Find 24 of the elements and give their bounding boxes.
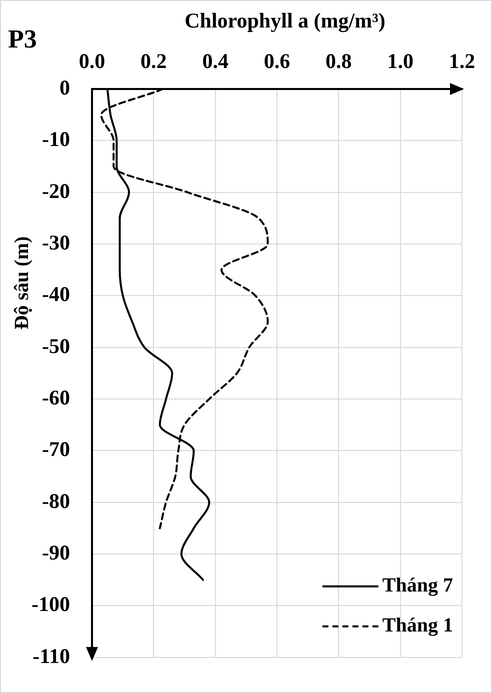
x-tick-label: 0.2 <box>140 48 167 73</box>
y-tick-label: -70 <box>42 437 70 462</box>
y-tick-label: -110 <box>32 644 70 668</box>
x-tick-label: 0.8 <box>326 48 352 73</box>
y-tick-label: -90 <box>42 540 70 564</box>
y-tick-label: 0 <box>60 75 70 100</box>
x-tick-label: 1.0 <box>387 48 414 73</box>
y-tick-label: -30 <box>42 230 70 254</box>
y-tick-label: -50 <box>42 334 70 358</box>
y-tick-label: -20 <box>42 178 70 203</box>
y-tick-label: -60 <box>42 385 70 410</box>
x-tick-label: 0.0 <box>78 48 106 73</box>
y-tick-label: -80 <box>42 488 70 513</box>
x-tick-label: 0.6 <box>264 48 290 73</box>
y-tick-label: -100 <box>32 592 70 616</box>
x-tick-label: 0.4 <box>202 48 229 73</box>
y-axis-title: Độ sâu (m) <box>11 236 34 330</box>
chart-title: P3 <box>8 24 37 54</box>
legend-label: Tháng 1 <box>382 614 454 637</box>
y-tick-label: -10 <box>42 127 70 152</box>
legend-label: Tháng 7 <box>382 574 454 597</box>
x-axis-title: Chlorophyll a (mg/m³) <box>184 8 386 32</box>
y-tick-label: -40 <box>42 282 70 306</box>
x-tick-label: 1.2 <box>448 48 476 73</box>
